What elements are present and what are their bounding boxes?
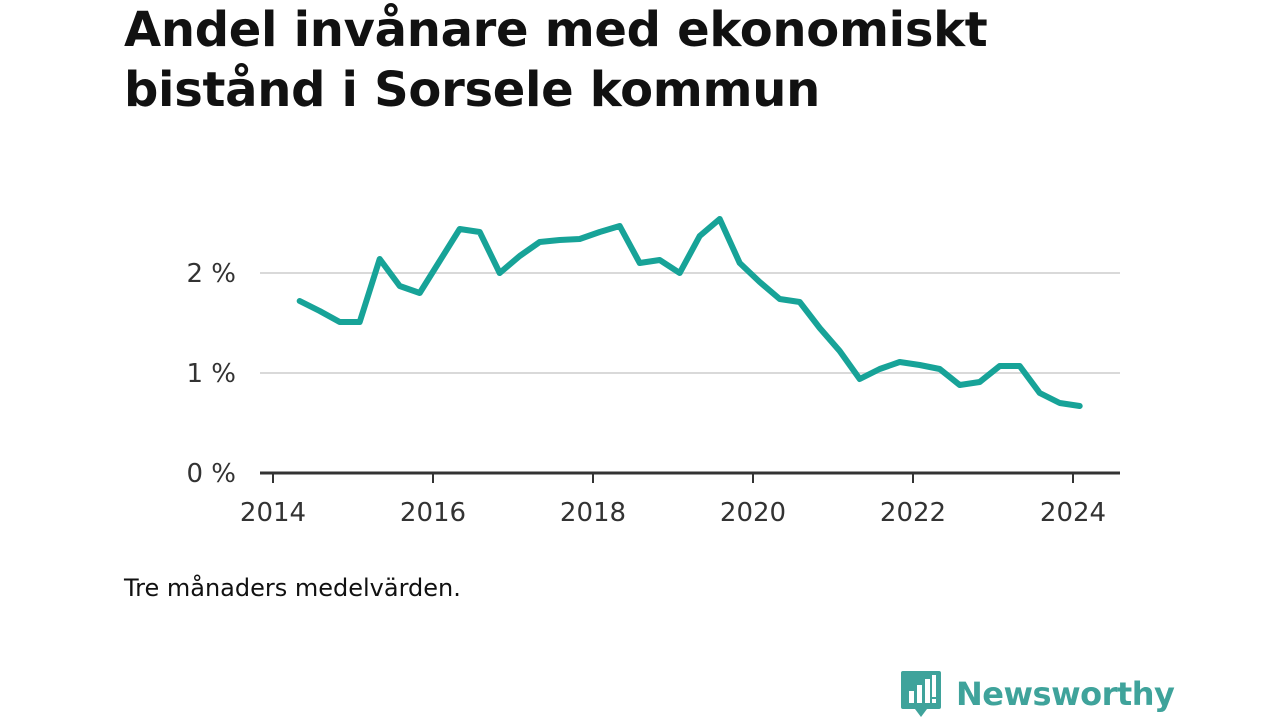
x-tick-label: 2014 (240, 498, 306, 528)
x-tick-label: 2018 (560, 498, 626, 528)
x-axis-ticks: 2014 2016 2018 2020 2022 2024 (240, 473, 1106, 528)
x-tick-label: 2020 (720, 498, 786, 528)
x-tick-label: 2016 (400, 498, 466, 528)
y-tick-label: 1 % (186, 359, 236, 389)
y-axis-labels: 0 % 1 % 2 % (186, 259, 236, 489)
series-line (296, 216, 1083, 409)
gridlines (260, 272, 1120, 374)
x-tick-label: 2022 (880, 498, 946, 528)
y-tick-label: 0 % (186, 459, 236, 489)
y-tick-label: 2 % (186, 259, 236, 289)
newsworthy-logo-icon (901, 671, 941, 717)
chart-title: Andel invånare med ekonomiskt bistånd i … (124, 2, 988, 118)
chart-note: Tre månaders medelvärden. (124, 574, 461, 602)
x-tick-label: 2024 (1040, 498, 1106, 528)
brand-name: Newsworthy (956, 675, 1175, 713)
brand-logo[interactable]: Newsworthy (900, 668, 1175, 720)
